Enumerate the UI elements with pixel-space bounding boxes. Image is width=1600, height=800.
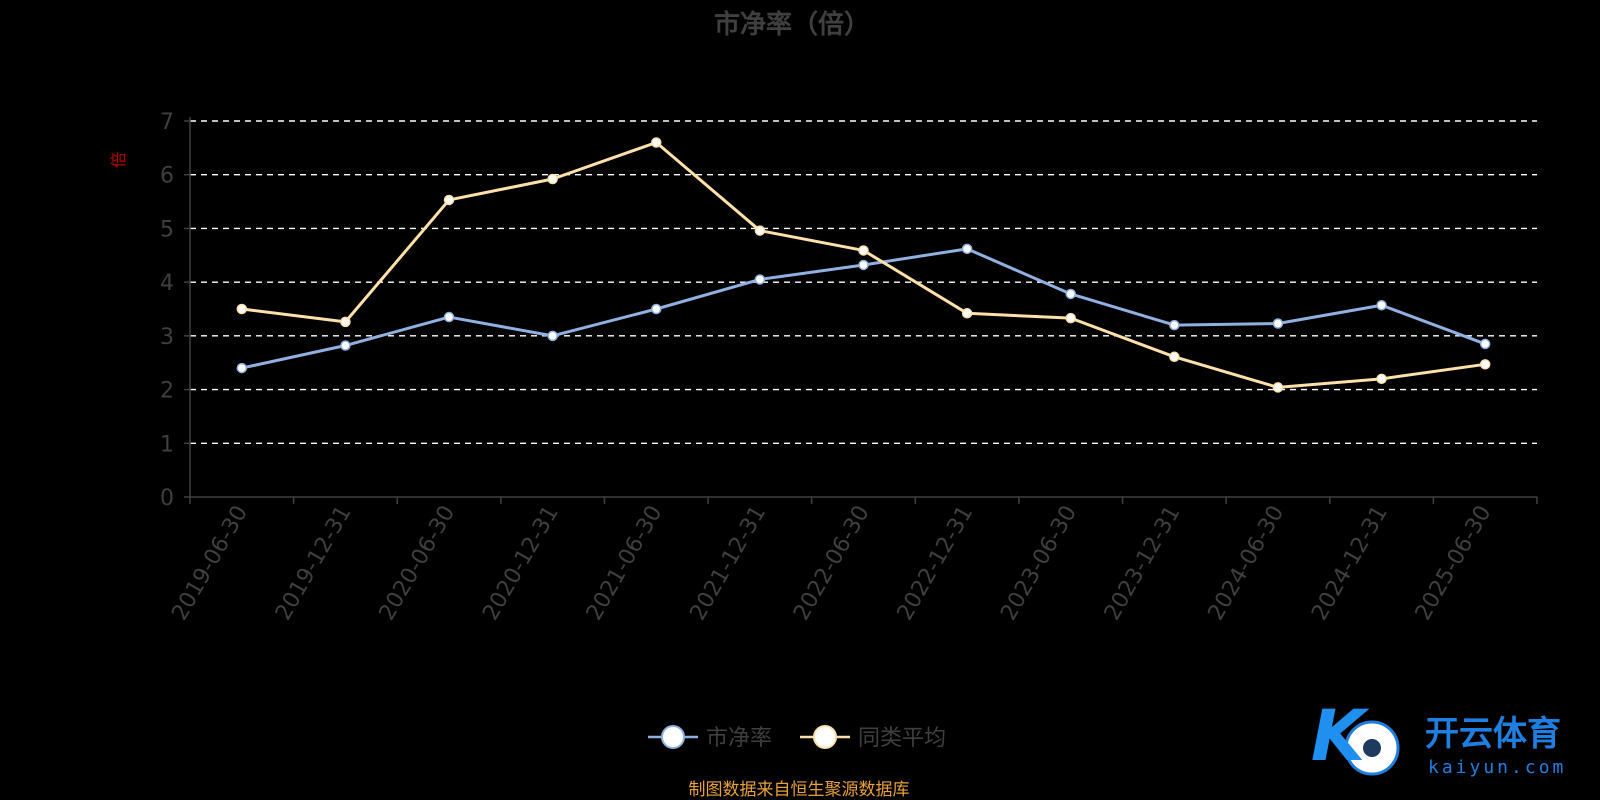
x-tick-label: 2022-06-30	[789, 502, 875, 625]
y-axis-unit: 倍	[109, 152, 128, 168]
legend-label: 市净率	[706, 726, 772, 751]
data-point[interactable]	[1479, 338, 1491, 350]
data-point[interactable]	[651, 303, 662, 315]
watermark: K 开云体育 kaiyun.com	[1311, 695, 1566, 778]
series-layer	[236, 137, 1491, 393]
legend-marker	[813, 725, 837, 749]
data-point[interactable]	[1479, 359, 1491, 370]
data-point[interactable]	[1169, 319, 1180, 331]
x-tick-label: 2020-06-30	[375, 502, 461, 625]
data-point[interactable]	[236, 362, 248, 374]
x-tick-label: 2021-06-30	[582, 502, 668, 625]
data-point[interactable]	[1376, 299, 1387, 311]
data-point[interactable]	[1272, 318, 1284, 329]
data-point[interactable]	[547, 330, 558, 342]
data-point[interactable]	[651, 137, 662, 148]
data-point[interactable]	[340, 316, 351, 328]
x-tick-label: 2021-12-31	[686, 502, 772, 625]
y-tick-label: 7	[160, 110, 174, 135]
legend-item-1[interactable]: 同类平均	[800, 725, 946, 751]
x-tick-label: 2023-12-31	[1100, 502, 1186, 625]
y-tick-label: 3	[160, 325, 174, 350]
logo-letter: K	[1311, 695, 1370, 777]
kaiyun-logo-icon: K	[1311, 695, 1400, 777]
y-tick-label: 2	[160, 379, 174, 404]
chart-title: 市净率（倍）	[714, 9, 870, 40]
x-tick-label: 2023-06-30	[996, 502, 1082, 625]
legend-marker	[661, 725, 685, 749]
y-tick-label: 1	[160, 432, 174, 457]
data-point[interactable]	[1272, 382, 1284, 393]
data-point[interactable]	[443, 194, 455, 206]
y-tick-label: 4	[160, 271, 174, 296]
data-point[interactable]	[754, 225, 766, 236]
watermark-brand: 开云体育	[1425, 714, 1561, 754]
grid	[190, 120, 1537, 444]
data-point[interactable]	[236, 303, 248, 315]
data-point[interactable]	[1065, 288, 1076, 300]
data-point[interactable]	[1065, 312, 1076, 324]
data-point[interactable]	[340, 340, 351, 351]
data-point[interactable]	[547, 173, 558, 185]
data-point[interactable]	[961, 308, 973, 319]
x-tick-label: 2025-06-30	[1411, 502, 1497, 625]
x-tick-label: 2022-12-31	[893, 502, 979, 625]
source-note: 制图数据来自恒生聚源数据库	[689, 780, 910, 800]
watermark-domain: kaiyun.com	[1428, 757, 1566, 778]
x-tick-label: 2020-12-31	[478, 502, 564, 625]
y-tick-label: 5	[160, 217, 174, 242]
data-point[interactable]	[1376, 373, 1387, 385]
x-tick-label: 2019-12-31	[271, 502, 357, 625]
y-tick-label: 0	[160, 486, 174, 511]
data-point[interactable]	[858, 245, 869, 256]
legend-label: 同类平均	[858, 726, 946, 751]
data-point[interactable]	[1169, 351, 1180, 363]
data-point[interactable]	[754, 274, 766, 285]
legend-item-0[interactable]: 市净率	[648, 725, 772, 751]
x-tick-label: 2024-12-31	[1307, 502, 1393, 625]
legend[interactable]: 市净率 同类平均	[648, 725, 946, 751]
data-point[interactable]	[961, 243, 973, 255]
x-tick-label: 2024-06-30	[1204, 502, 1290, 625]
data-point[interactable]	[443, 311, 455, 323]
x-tick-label: 2019-06-30	[167, 502, 253, 625]
y-tick-label: 6	[160, 164, 174, 189]
data-point[interactable]	[858, 259, 869, 271]
